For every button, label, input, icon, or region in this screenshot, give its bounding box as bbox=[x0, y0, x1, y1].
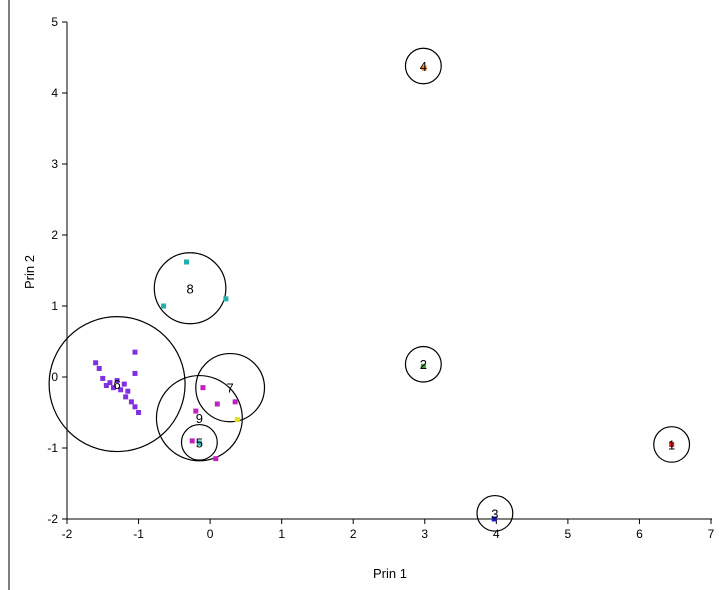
data-point bbox=[136, 410, 142, 415]
data-point bbox=[132, 370, 138, 376]
x-tick-label: 7 bbox=[708, 527, 715, 541]
data-point bbox=[223, 296, 229, 302]
cluster-circle-1 bbox=[653, 426, 691, 463]
x-tick-label: 6 bbox=[636, 527, 643, 541]
cluster-circle-3 bbox=[476, 494, 514, 532]
y-tick-label: -1 bbox=[47, 441, 58, 455]
data-point bbox=[107, 380, 113, 386]
data-point bbox=[111, 385, 117, 391]
x-axis-title: Prin 1 bbox=[373, 566, 407, 581]
data-point bbox=[118, 387, 124, 393]
cluster-label-8: 8 bbox=[186, 281, 193, 296]
y-tick-label: 4 bbox=[51, 86, 58, 100]
data-point bbox=[183, 259, 189, 265]
y-tick-label: -2 bbox=[47, 512, 58, 526]
x-tick-label: -2 bbox=[62, 527, 73, 541]
data-point bbox=[213, 456, 219, 462]
cluster-circle-8 bbox=[153, 252, 227, 325]
cluster-circle-9 bbox=[155, 374, 243, 462]
x-axis-ticks: -2 -1 0 1 2 3 4 5 6 7 bbox=[62, 519, 715, 541]
data-point bbox=[161, 303, 167, 309]
x-tick-label: 0 bbox=[207, 527, 214, 541]
cluster-label-1: 1 bbox=[668, 437, 675, 452]
data-point bbox=[234, 417, 240, 423]
data-point bbox=[132, 349, 138, 355]
cluster-label-7: 7 bbox=[227, 381, 234, 396]
cluster-label-2: 2 bbox=[420, 357, 427, 372]
data-points bbox=[93, 65, 675, 522]
data-point bbox=[193, 408, 199, 414]
x-tick-label: -1 bbox=[133, 527, 144, 541]
cluster-label-6: 6 bbox=[113, 377, 120, 392]
y-tick-label: 0 bbox=[51, 370, 58, 384]
y-axis-title: Prin 2 bbox=[22, 255, 37, 289]
y-tick-label: 3 bbox=[51, 157, 58, 171]
cluster-label-4: 4 bbox=[420, 59, 427, 74]
x-tick-label: 2 bbox=[350, 527, 357, 541]
cluster-label-5: 5 bbox=[196, 435, 203, 450]
x-tick-label: 5 bbox=[565, 527, 572, 541]
data-point bbox=[128, 399, 134, 405]
data-point bbox=[100, 375, 106, 381]
cluster-label-3: 3 bbox=[491, 506, 498, 521]
data-point bbox=[96, 365, 102, 371]
y-tick-label: 2 bbox=[51, 228, 58, 242]
cluster-circle-4 bbox=[404, 47, 442, 85]
data-point bbox=[200, 385, 206, 391]
cluster-circle-7 bbox=[195, 352, 266, 423]
data-point bbox=[103, 383, 109, 389]
data-point bbox=[420, 363, 426, 369]
cluster-labels: 1 2 3 4 5 6 7 8 9 bbox=[113, 59, 675, 521]
data-point bbox=[121, 381, 127, 387]
x-tick-label: 4 bbox=[493, 527, 500, 541]
y-tick-label: 5 bbox=[51, 15, 58, 29]
data-point bbox=[125, 388, 131, 394]
data-point bbox=[189, 438, 195, 444]
cluster-circles bbox=[48, 47, 691, 532]
cluster-circle-6 bbox=[48, 316, 186, 453]
y-tick-label: 1 bbox=[51, 299, 58, 313]
cluster-label-9: 9 bbox=[196, 411, 203, 426]
x-tick-label: 1 bbox=[278, 527, 285, 541]
data-point bbox=[214, 401, 220, 407]
data-point bbox=[123, 394, 129, 400]
data-point bbox=[421, 65, 427, 71]
data-point bbox=[669, 441, 675, 447]
x-tick-label: 3 bbox=[421, 527, 428, 541]
y-axis-ticks: -2 -1 0 1 2 3 4 5 bbox=[47, 15, 67, 526]
data-point bbox=[232, 399, 238, 405]
cluster-circle-2 bbox=[404, 345, 442, 383]
data-point bbox=[93, 360, 99, 366]
cluster-circle-5 bbox=[180, 423, 218, 461]
data-point bbox=[491, 516, 497, 522]
data-point bbox=[196, 440, 202, 446]
data-point bbox=[114, 378, 120, 384]
data-point bbox=[132, 404, 138, 410]
